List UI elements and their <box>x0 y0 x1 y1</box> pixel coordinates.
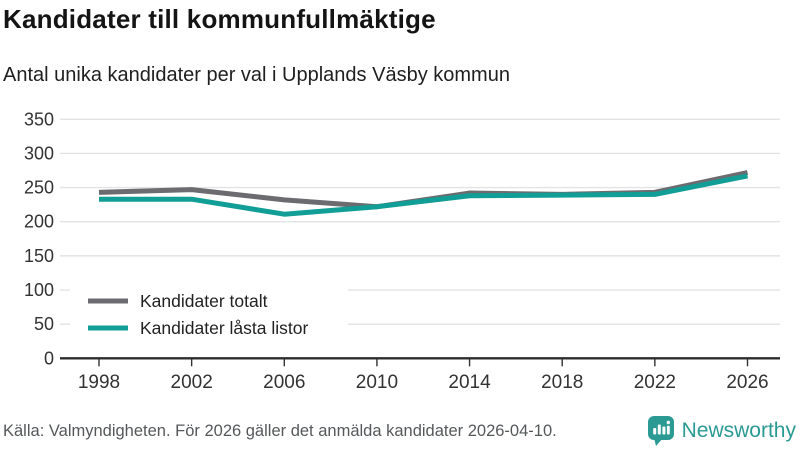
y-tick-label: 250 <box>24 178 54 198</box>
chart-subtitle: Antal unika kandidater per val i Uppland… <box>3 64 510 86</box>
x-tick-label: 2018 <box>541 372 583 393</box>
newsworthy-logo: Newsworthy <box>647 415 796 447</box>
newsworthy-logo-icon <box>647 416 674 446</box>
source-note: Källa: Valmyndigheten. För 2026 gäller d… <box>3 421 557 440</box>
x-tick-label: 1998 <box>78 372 120 393</box>
legend-label: Kandidater låsta listor <box>140 318 308 338</box>
y-tick-label: 0 <box>44 348 54 368</box>
line-chart: 0 50 100 150 200 250 300 350 1998 2002 2006 2010 201… <box>24 109 780 393</box>
series-line-kandidater-låsta-listor <box>99 173 748 217</box>
y-tick-label: 350 <box>24 109 54 129</box>
x-tick-label: 2002 <box>171 372 213 393</box>
footer: Källa: Valmyndigheten. För 2026 gäller d… <box>0 414 800 448</box>
newsworthy-wordmark: Newsworthy <box>681 419 796 442</box>
y-tick-label: 100 <box>24 280 54 300</box>
x-tick-label: 2006 <box>263 372 305 393</box>
x-tick-label: 2010 <box>356 372 398 393</box>
y-tick-label: 200 <box>24 212 54 232</box>
x-tick-label: 2026 <box>726 372 768 393</box>
y-tick-label: 50 <box>34 314 54 334</box>
legend-label: Kandidater totalt <box>140 291 268 311</box>
page-title: Kandidater till kommunfullmäktige <box>3 4 436 34</box>
y-tick-label: 300 <box>24 143 54 163</box>
x-tick-label: 2014 <box>448 372 491 393</box>
y-tick-label: 150 <box>24 246 54 266</box>
legend-background <box>70 286 348 344</box>
x-tick-label: 2022 <box>634 372 676 393</box>
